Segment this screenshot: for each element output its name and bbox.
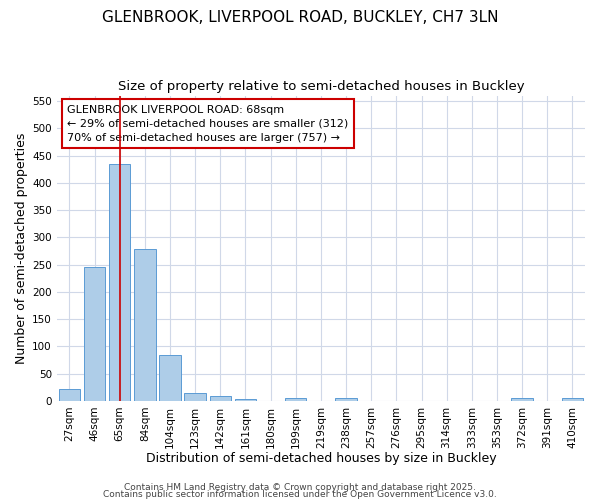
Text: GLENBROOK, LIVERPOOL ROAD, BUCKLEY, CH7 3LN: GLENBROOK, LIVERPOOL ROAD, BUCKLEY, CH7 … <box>102 10 498 25</box>
Text: Contains HM Land Registry data © Crown copyright and database right 2025.: Contains HM Land Registry data © Crown c… <box>124 484 476 492</box>
Bar <box>59 389 80 401</box>
Bar <box>335 398 357 401</box>
Bar <box>84 268 105 401</box>
Bar <box>209 396 231 401</box>
Text: Contains public sector information licensed under the Open Government Licence v3: Contains public sector information licen… <box>103 490 497 499</box>
Title: Size of property relative to semi-detached houses in Buckley: Size of property relative to semi-detach… <box>118 80 524 93</box>
Bar <box>184 393 206 401</box>
Y-axis label: Number of semi-detached properties: Number of semi-detached properties <box>15 132 28 364</box>
Bar <box>159 354 181 401</box>
X-axis label: Distribution of semi-detached houses by size in Buckley: Distribution of semi-detached houses by … <box>146 452 496 465</box>
Text: GLENBROOK LIVERPOOL ROAD: 68sqm
← 29% of semi-detached houses are smaller (312)
: GLENBROOK LIVERPOOL ROAD: 68sqm ← 29% of… <box>67 104 349 142</box>
Bar <box>134 250 155 401</box>
Bar <box>562 398 583 401</box>
Bar <box>285 398 307 401</box>
Bar <box>109 164 130 401</box>
Bar <box>511 398 533 401</box>
Bar <box>235 398 256 401</box>
